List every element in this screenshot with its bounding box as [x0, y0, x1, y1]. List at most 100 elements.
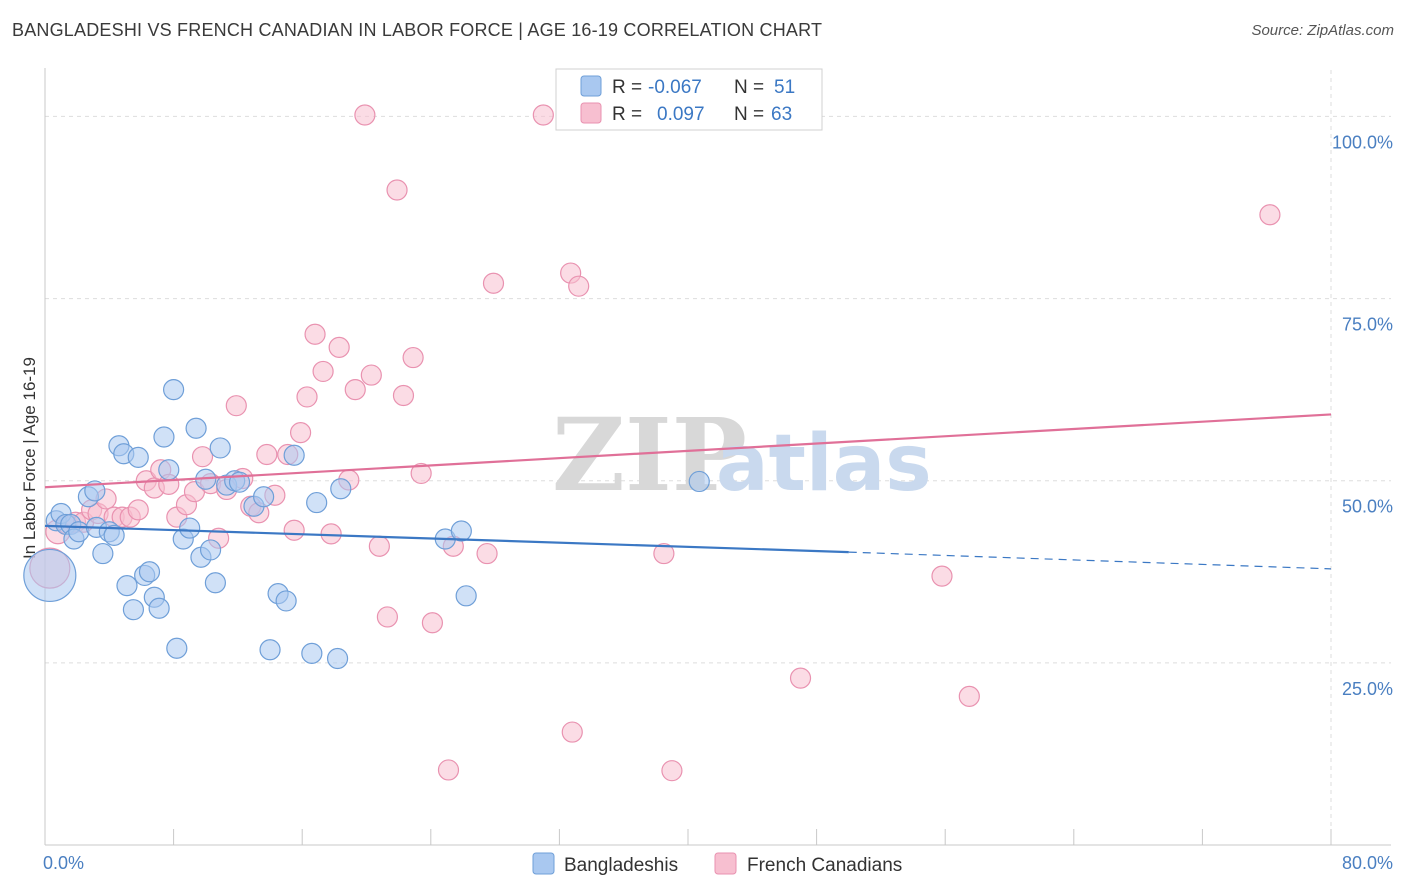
- bangladeshi-point-41: [259, 639, 281, 661]
- french-canadian-point-40: [360, 364, 382, 386]
- y-tick-labels: 25.0% 50.0% 75.0% 100.0%: [1332, 132, 1393, 698]
- watermark-atlas: atlas: [716, 419, 932, 509]
- bangladeshi-point-25: [166, 637, 188, 659]
- bangladeshi-point-32: [204, 572, 226, 594]
- french-canadian-point-60: [931, 565, 953, 587]
- legend-swatch-french-canadians-bottom: [714, 852, 737, 875]
- correlation-legend: R = -0.067 N = 51 R = 0.097 N = 63: [555, 68, 823, 131]
- bangladeshi-point-45: [326, 647, 349, 670]
- trendline-french-canadians: [44, 413, 1332, 489]
- bangladeshi-point-24: [163, 379, 185, 401]
- bangladeshi-point-44: [306, 491, 328, 514]
- french-canadian-point-19: [191, 446, 214, 468]
- x-tick-label-1: 80.0%: [1342, 853, 1393, 873]
- french-canadian-point-33: [304, 323, 326, 345]
- french-canadian-point-34: [312, 360, 334, 383]
- series-legend: Bangladeshis French Canadians: [532, 852, 902, 876]
- french-canadian-point-59: [789, 667, 812, 689]
- bangladeshi-point-21: [148, 597, 170, 619]
- bangladeshi-point-43: [301, 642, 323, 664]
- bangladeshi-point-50: [688, 470, 710, 493]
- y-tick-label-1: 50.0%: [1342, 497, 1393, 517]
- bangladeshi-point-40: [275, 590, 297, 612]
- y-tick-label-0: 25.0%: [1342, 679, 1393, 699]
- legend-r-value-french-canadians: 0.097: [657, 104, 705, 125]
- french-canadian-point-45: [402, 346, 424, 369]
- legend-label-french-canadians: French Canadians: [747, 855, 902, 876]
- bangladeshi-point-12: [103, 524, 125, 546]
- trendline-bangladeshis: [44, 524, 849, 554]
- french-canadian-point-42: [376, 606, 398, 628]
- french-canadian-point-31: [289, 422, 312, 444]
- bangladeshi-point-27: [179, 517, 201, 539]
- bangladeshi-point-28: [185, 417, 207, 439]
- legend-r-label-french-canadians: R =: [612, 104, 642, 125]
- bangladeshi-point-38: [253, 486, 275, 508]
- axes: [44, 68, 1391, 846]
- french-canadian-point-27: [256, 443, 278, 466]
- legend-r-label-bangladeshis: R =: [612, 77, 642, 98]
- french-canadian-point-57: [661, 760, 683, 782]
- french-canadian-point-44: [392, 384, 415, 407]
- french-canadian-point-61: [958, 685, 980, 707]
- legend-label-bangladeshis: Bangladeshis: [564, 855, 678, 876]
- y-axis-label: In Labor Force | Age 16-19: [20, 357, 39, 559]
- french-canadian-point-43: [386, 179, 408, 201]
- legend-n-label-bangladeshis: N =: [734, 77, 764, 98]
- bangladeshi-point-16: [122, 599, 145, 621]
- french-canadian-point-38: [344, 379, 366, 401]
- watermark-zip: ZIP: [552, 396, 747, 514]
- french-canadian-point-48: [437, 759, 460, 781]
- french-canadian-point-23: [225, 395, 247, 417]
- gridlines: [45, 70, 1391, 845]
- watermark: ZIP atlas: [552, 396, 932, 514]
- legend-swatch-bangladeshis-bottom: [532, 852, 555, 875]
- french-canadian-point-41: [368, 535, 390, 557]
- bangladeshi-point-49: [455, 585, 477, 607]
- bangladeshi-point-17: [127, 446, 149, 468]
- french-canadian-point-36: [328, 336, 350, 358]
- bangladeshi-point-48: [450, 520, 472, 542]
- bangladeshi-point-15: [116, 575, 138, 597]
- chart-title: BANGLADESHI VS FRENCH CANADIAN IN LABOR …: [12, 20, 823, 40]
- french-canadian-point-54: [568, 275, 590, 297]
- french-canadian-point-47: [421, 612, 444, 634]
- bangladeshi-point-46: [330, 478, 352, 500]
- y-tick-label-3: 100.0%: [1332, 132, 1393, 152]
- french-canadian-point-51: [482, 272, 505, 294]
- french-canadian-point-55: [561, 721, 583, 743]
- french-canadian-point-32: [296, 386, 318, 408]
- french-canadian-point-39: [354, 104, 376, 126]
- french-canadian-point-52: [532, 104, 554, 126]
- legend-swatch-bangladeshis: [580, 75, 602, 97]
- bangladeshi-point-22: [153, 426, 175, 448]
- trendlines: [44, 413, 1332, 570]
- x-tick-labels: 0.0% 80.0%: [43, 853, 1393, 873]
- chart-source: Source: ZipAtlas.com: [1251, 22, 1394, 39]
- legend-n-value-bangladeshis: 51: [774, 77, 795, 98]
- x-tick-label-0: 0.0%: [43, 853, 84, 873]
- bangladeshi-point-19: [138, 561, 161, 583]
- legend-r-value-bangladeshis: -0.067: [648, 77, 702, 98]
- legend-swatch-french-canadians: [580, 102, 602, 124]
- french-canadian-point-11: [127, 499, 149, 521]
- french-canadian-point-46: [410, 462, 432, 485]
- bangladeshi-point-33: [209, 437, 231, 459]
- bangladeshi-point-0: [23, 548, 77, 603]
- bangladeshi-point-6: [68, 521, 90, 543]
- y-tick-label-2: 75.0%: [1342, 315, 1393, 335]
- bangladeshi-point-8: [84, 480, 106, 502]
- french-canadian-point-30: [283, 519, 305, 541]
- trendline-bangladeshis-extension: [848, 551, 1332, 570]
- bangladeshi-point-42: [283, 444, 305, 466]
- french-canadian-point-62: [1259, 204, 1281, 226]
- legend-n-label-french-canadians: N =: [734, 104, 764, 125]
- french-canadian-point-50: [476, 542, 498, 565]
- bangladeshi-point-10: [92, 542, 114, 565]
- legend-n-value-french-canadians: 63: [771, 104, 792, 125]
- bangladeshi-point-23: [158, 459, 180, 481]
- series-bangladeshis: [23, 379, 710, 670]
- bangladeshi-point-31: [199, 539, 222, 561]
- french-canadian-point-56: [653, 542, 675, 565]
